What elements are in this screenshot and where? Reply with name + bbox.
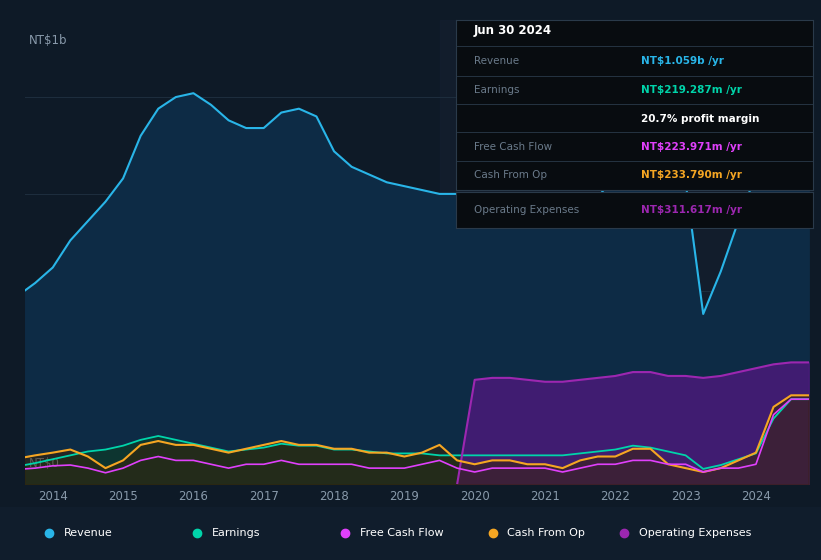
Text: Operating Expenses: Operating Expenses	[474, 206, 579, 215]
Text: NT$223.971m /yr: NT$223.971m /yr	[641, 142, 742, 152]
Text: Free Cash Flow: Free Cash Flow	[360, 529, 443, 538]
Bar	[439, 20, 809, 484]
Text: Operating Expenses: Operating Expenses	[639, 529, 751, 538]
Text: NT$1b: NT$1b	[29, 34, 67, 46]
Text: NT$219.287m /yr: NT$219.287m /yr	[641, 86, 742, 96]
Text: Free Cash Flow: Free Cash Flow	[474, 142, 552, 152]
Text: NT$311.617m /yr: NT$311.617m /yr	[641, 206, 742, 215]
Text: NT$233.790m /yr: NT$233.790m /yr	[641, 170, 742, 180]
Text: Earnings: Earnings	[212, 529, 260, 538]
Text: Cash From Op: Cash From Op	[474, 170, 547, 180]
Text: NT$1.059b /yr: NT$1.059b /yr	[641, 57, 724, 67]
Text: 20.7% profit margin: 20.7% profit margin	[641, 114, 759, 124]
Text: Revenue: Revenue	[64, 529, 112, 538]
Text: Earnings: Earnings	[474, 86, 519, 96]
Text: Cash From Op: Cash From Op	[507, 529, 585, 538]
Text: Revenue: Revenue	[474, 57, 519, 67]
Text: Jun 30 2024: Jun 30 2024	[474, 24, 552, 37]
Text: NT$0: NT$0	[29, 458, 59, 470]
